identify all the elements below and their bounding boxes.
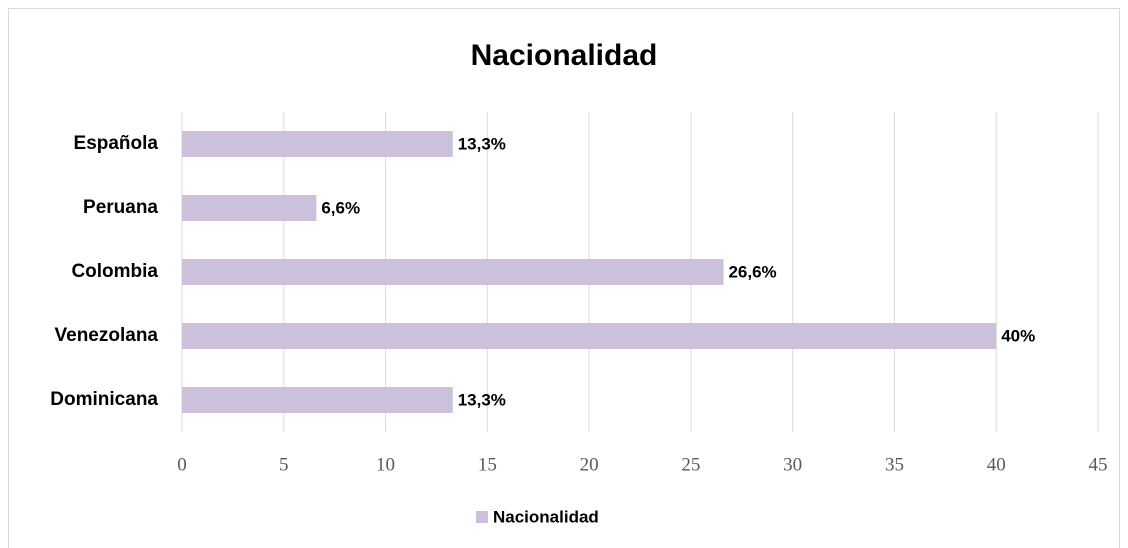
bar	[182, 323, 997, 349]
category-label: Dominicana	[50, 389, 158, 410]
value-label: 13,3%	[458, 390, 506, 409]
bar	[182, 131, 453, 157]
legend-swatch	[476, 511, 488, 523]
x-tick-label: 20	[580, 454, 599, 475]
value-label: 26,6%	[728, 262, 776, 281]
x-tick-label: 10	[376, 454, 395, 475]
value-label: 40%	[1001, 326, 1035, 345]
x-tick-label: 15	[478, 454, 497, 475]
category-label: Venezolana	[55, 325, 159, 346]
category-label: Española	[74, 133, 159, 154]
value-label: 13,3%	[458, 134, 506, 153]
x-tick-label: 5	[279, 454, 289, 475]
bar	[182, 259, 724, 285]
chart-title: Nacionalidad	[471, 39, 658, 72]
x-tick-label: 0	[177, 454, 187, 475]
x-tick-label: 40	[987, 454, 1006, 475]
legend-label: Nacionalidad	[493, 507, 599, 526]
category-label: Colombia	[71, 261, 158, 282]
x-tick-label: 35	[885, 454, 904, 475]
x-tick-label: 30	[783, 454, 802, 475]
category-label: Peruana	[83, 197, 158, 218]
value-label: 6,6%	[321, 198, 360, 217]
bar	[182, 387, 453, 413]
x-tick-label: 45	[1089, 454, 1108, 475]
bar	[182, 195, 317, 221]
x-tick-label: 25	[681, 454, 700, 475]
